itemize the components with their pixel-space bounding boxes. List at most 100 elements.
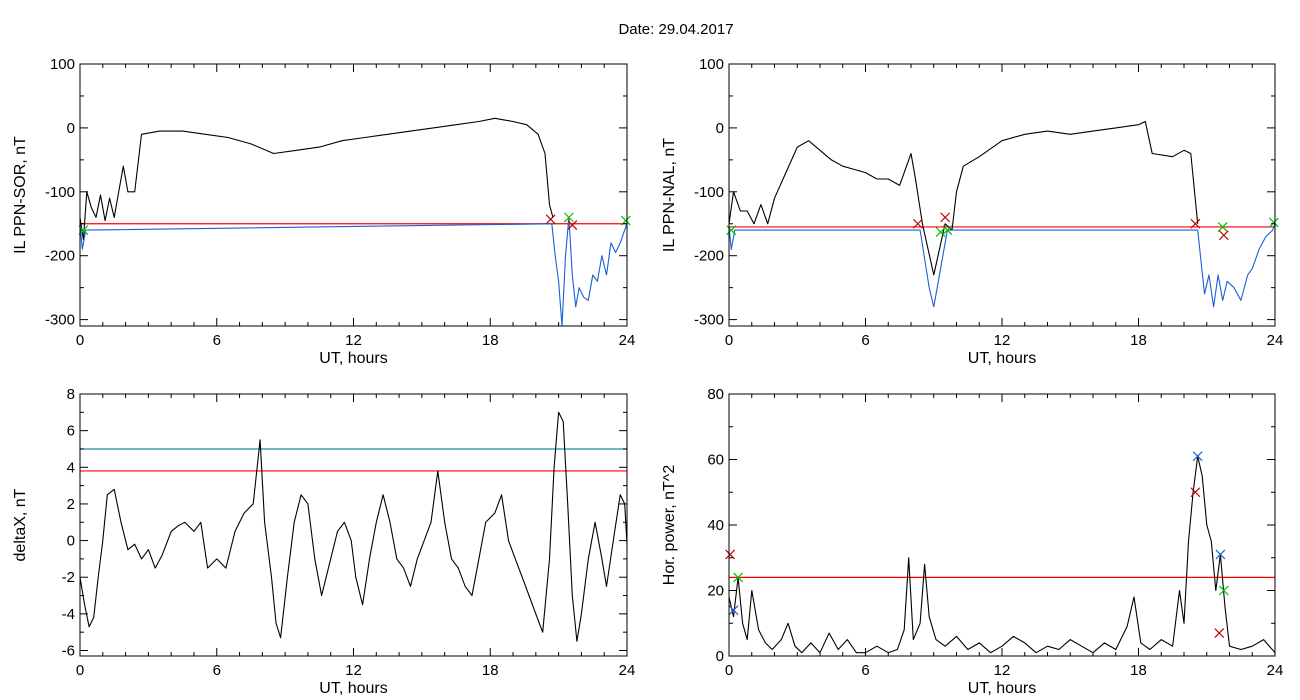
x-tick-label: 0 bbox=[725, 662, 733, 679]
y-tick-label: -100 bbox=[694, 184, 724, 201]
marker-stroke-b bbox=[567, 220, 578, 230]
marker-2 bbox=[935, 227, 946, 237]
marker-stroke-b bbox=[726, 225, 737, 236]
plot-frame bbox=[79, 63, 628, 327]
x-axis-label: UT, hours bbox=[319, 350, 387, 367]
x-tick-label: 12 bbox=[994, 662, 1011, 679]
x-axis-label: UT, hours bbox=[968, 680, 1036, 697]
x-tick-label: 6 bbox=[213, 332, 221, 349]
series-line-1 bbox=[79, 216, 628, 327]
marker-4 bbox=[942, 225, 953, 236]
y-tick-label: 100 bbox=[50, 56, 75, 73]
marker-stroke-b bbox=[733, 572, 744, 583]
marker-2 bbox=[733, 572, 744, 583]
marker-0 bbox=[726, 225, 737, 236]
marker-stroke-b bbox=[620, 215, 631, 226]
y-axis-label: deltaX, nT bbox=[12, 488, 29, 561]
panel-il-ppn-nal: 0 6 12 18 24 -300 -200 -100 0 100 UT, hours IL PPN-… bbox=[661, 56, 1283, 367]
y-tick-label: 8 bbox=[67, 386, 75, 403]
x-tick-label: 0 bbox=[725, 332, 733, 349]
x-tick-label: 18 bbox=[482, 332, 499, 349]
marker-0 bbox=[725, 549, 736, 560]
plot-frame bbox=[728, 393, 1276, 657]
marker-3 bbox=[567, 220, 578, 230]
y-tick-label: -200 bbox=[45, 248, 75, 265]
marker-3 bbox=[1190, 487, 1201, 498]
x-tick-label: 12 bbox=[994, 332, 1011, 349]
marker-2 bbox=[563, 212, 574, 223]
y-tick-label: -300 bbox=[694, 312, 724, 329]
y-tick-label: 60 bbox=[707, 452, 724, 469]
series-line-1 bbox=[728, 223, 1276, 308]
x-tick-label: 12 bbox=[345, 332, 362, 349]
y-tick-label: 6 bbox=[67, 423, 75, 440]
marker-stroke-b bbox=[563, 212, 574, 223]
y-tick-label: -2 bbox=[62, 569, 75, 586]
y-tick-label: -300 bbox=[45, 312, 75, 329]
x-tick-label: 18 bbox=[1130, 332, 1147, 349]
x-tick-label: 18 bbox=[482, 662, 499, 679]
marker-7 bbox=[1218, 230, 1229, 241]
x-tick-label: 24 bbox=[619, 332, 636, 349]
x-axis-label: UT, hours bbox=[319, 680, 387, 697]
marker-stroke-b bbox=[1190, 487, 1201, 498]
marker-3 bbox=[940, 212, 951, 223]
marker-1 bbox=[545, 214, 556, 225]
marker-8 bbox=[1268, 217, 1279, 228]
marker-stroke-b bbox=[1214, 628, 1225, 638]
marker-5 bbox=[1190, 218, 1201, 229]
marker-stroke-b bbox=[1268, 217, 1279, 228]
marker-1 bbox=[912, 218, 923, 229]
marker-1 bbox=[728, 605, 739, 616]
marker-stroke-b bbox=[728, 605, 739, 616]
marker-stroke-b bbox=[935, 227, 946, 237]
y-tick-label: 2 bbox=[67, 496, 75, 513]
x-tick-label: 6 bbox=[213, 662, 221, 679]
y-tick-label: -4 bbox=[62, 606, 75, 623]
marker-4 bbox=[1192, 451, 1203, 462]
marker-stroke-b bbox=[545, 214, 556, 225]
panel-il-ppn-sor: 0 6 12 18 24 -300 -200 -100 0 100 UT, hours IL PPN-… bbox=[12, 56, 635, 367]
marker-stroke-b bbox=[1218, 585, 1229, 596]
y-tick-label: 0 bbox=[716, 648, 724, 665]
marker-stroke-b bbox=[940, 212, 951, 223]
x-tick-label: 6 bbox=[861, 332, 869, 349]
plot-frame bbox=[79, 393, 628, 657]
y-tick-label: 0 bbox=[716, 120, 724, 137]
marker-stroke-b bbox=[1217, 222, 1228, 232]
y-tick-label: 100 bbox=[699, 56, 724, 73]
marker-6 bbox=[1217, 222, 1228, 232]
x-axis-label: UT, hours bbox=[968, 350, 1036, 367]
x-tick-label: 6 bbox=[861, 662, 869, 679]
x-tick-label: 0 bbox=[76, 662, 84, 679]
x-tick-label: 0 bbox=[76, 332, 84, 349]
marker-stroke-b bbox=[1192, 451, 1203, 462]
series-line-0 bbox=[79, 117, 554, 241]
y-tick-label: -200 bbox=[694, 248, 724, 265]
y-axis-label: IL PPN-SOR, nT bbox=[12, 136, 29, 254]
marker-stroke-b bbox=[1215, 549, 1226, 560]
y-tick-label: 40 bbox=[707, 517, 724, 534]
series-line-0 bbox=[728, 455, 1276, 654]
x-tick-label: 24 bbox=[1267, 662, 1284, 679]
y-tick-label: 0 bbox=[67, 120, 75, 137]
page-title: Date: 29.04.2017 bbox=[618, 21, 733, 38]
marker-4 bbox=[620, 215, 631, 226]
marker-stroke-b bbox=[1218, 230, 1229, 241]
marker-7 bbox=[1214, 628, 1225, 638]
marker-stroke-b bbox=[725, 549, 736, 560]
x-tick-label: 12 bbox=[345, 662, 362, 679]
y-tick-label: 80 bbox=[707, 386, 724, 403]
y-tick-label: 20 bbox=[707, 583, 724, 600]
y-tick-label: 4 bbox=[67, 459, 75, 476]
y-axis-label: IL PPN-NAL, nT bbox=[661, 138, 678, 252]
series-line-0 bbox=[79, 411, 628, 642]
panel-hor-power: 0 6 12 18 24 0 20 40 60 80 UT, hours Hor. power, nT… bbox=[661, 386, 1283, 697]
y-axis-label: Hor. power, nT^2 bbox=[661, 465, 678, 586]
x-tick-label: 24 bbox=[1267, 332, 1284, 349]
y-tick-label: -6 bbox=[62, 643, 75, 660]
marker-5 bbox=[1215, 549, 1226, 560]
